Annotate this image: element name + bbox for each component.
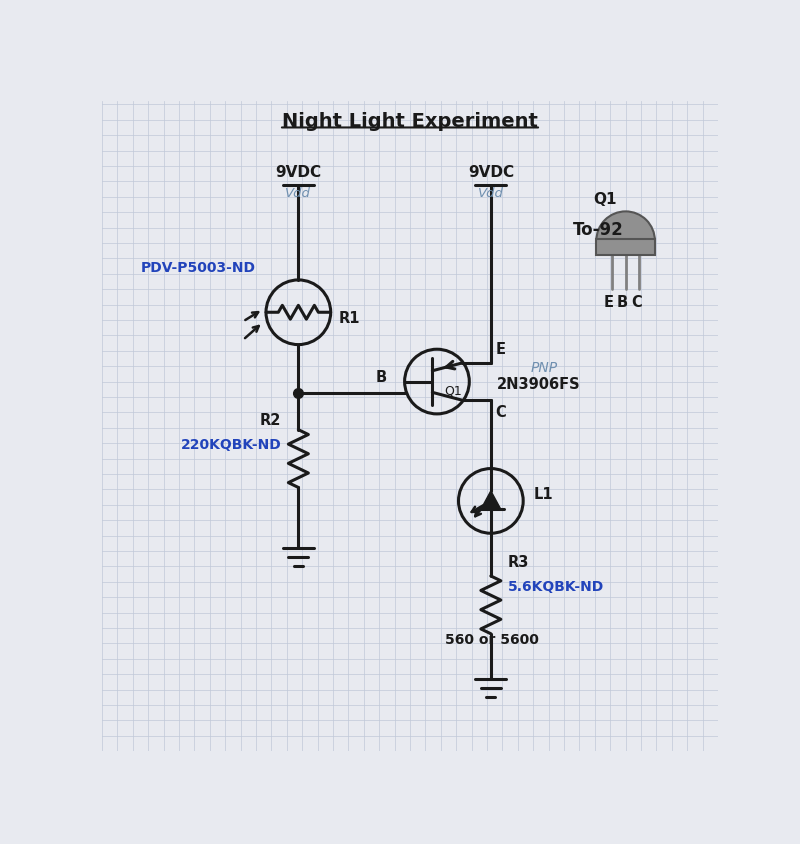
- Text: Vdd: Vdd: [286, 187, 311, 200]
- Text: R2: R2: [260, 413, 282, 428]
- Text: 5.6KQBK-ND: 5.6KQBK-ND: [508, 580, 604, 594]
- Text: E: E: [495, 342, 506, 357]
- Text: R1: R1: [338, 311, 360, 326]
- Text: 9VDC: 9VDC: [275, 165, 322, 180]
- Text: 220KQBK-ND: 220KQBK-ND: [181, 438, 282, 452]
- Text: B: B: [617, 295, 628, 310]
- FancyBboxPatch shape: [596, 239, 655, 255]
- Text: B: B: [376, 371, 387, 386]
- Text: L1: L1: [534, 487, 553, 502]
- Text: C: C: [631, 295, 642, 310]
- Text: R3: R3: [508, 555, 529, 570]
- Text: PDV-P5003-ND: PDV-P5003-ND: [141, 261, 256, 274]
- Text: Q1: Q1: [594, 192, 617, 207]
- Text: Night Light Experiment: Night Light Experiment: [282, 111, 538, 131]
- Text: E: E: [604, 295, 614, 310]
- Text: Vdd: Vdd: [478, 187, 504, 200]
- Wedge shape: [596, 211, 655, 241]
- Text: PNP: PNP: [531, 360, 558, 375]
- Polygon shape: [481, 491, 501, 510]
- Text: Q1: Q1: [445, 384, 462, 398]
- Text: To-92: To-92: [574, 221, 624, 239]
- Text: 2N3906FS: 2N3906FS: [497, 377, 581, 392]
- Text: C: C: [495, 404, 506, 419]
- Text: 560 or 5600: 560 or 5600: [445, 633, 538, 647]
- Text: 9VDC: 9VDC: [468, 165, 514, 180]
